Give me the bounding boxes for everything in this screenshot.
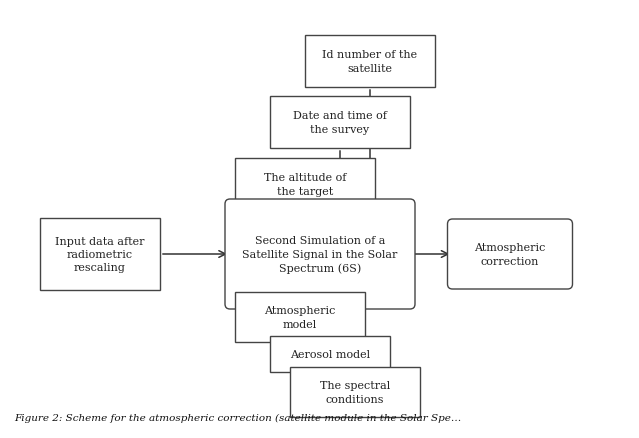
FancyBboxPatch shape <box>447 219 573 290</box>
Text: Figure 2: Scheme for the atmospheric correction (satellite module in the Solar S: Figure 2: Scheme for the atmospheric cor… <box>14 413 461 422</box>
Text: Atmospheric
model: Atmospheric model <box>265 306 335 329</box>
Text: Date and time of
the survey: Date and time of the survey <box>293 111 387 134</box>
FancyBboxPatch shape <box>270 97 410 148</box>
Text: Id number of the
satellite: Id number of the satellite <box>323 50 417 74</box>
Text: Second Simulation of a
Satellite Signal in the Solar
Spectrum (6S): Second Simulation of a Satellite Signal … <box>242 236 397 273</box>
FancyBboxPatch shape <box>225 200 415 309</box>
Text: The spectral
conditions: The spectral conditions <box>320 381 390 404</box>
FancyBboxPatch shape <box>235 292 365 342</box>
FancyBboxPatch shape <box>290 367 420 417</box>
FancyBboxPatch shape <box>40 219 160 290</box>
FancyBboxPatch shape <box>270 336 390 372</box>
Text: Input data after
radiometric
rescaling: Input data after radiometric rescaling <box>55 236 145 272</box>
FancyBboxPatch shape <box>235 159 375 211</box>
Text: Aerosol model: Aerosol model <box>290 349 370 359</box>
Text: Atmospheric
correction: Atmospheric correction <box>474 243 546 266</box>
FancyBboxPatch shape <box>305 36 435 88</box>
Text: The altitude of
the target: The altitude of the target <box>264 173 346 196</box>
